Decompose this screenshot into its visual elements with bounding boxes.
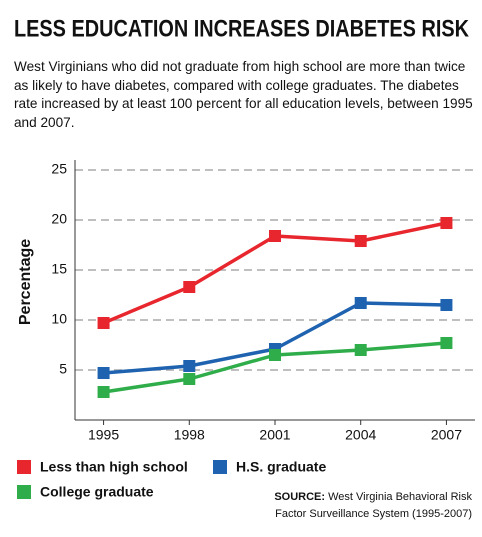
y-tick-label: 25 — [51, 161, 67, 177]
x-tick-label: 1998 — [174, 427, 205, 443]
y-tick-label: 5 — [59, 361, 67, 377]
legend-swatch — [17, 485, 31, 499]
legend-swatch — [213, 460, 227, 474]
data-point — [440, 299, 453, 311]
legend-swatch — [17, 460, 31, 474]
source: SOURCE: West Virginia Behavioral Risk Fa… — [242, 489, 472, 523]
source-text: West Virginia Behavioral Risk Factor Sur… — [275, 491, 472, 520]
y-tick-label: 20 — [51, 211, 67, 227]
legend-label: Less than high school — [40, 459, 188, 475]
legend-label: College graduate — [40, 484, 154, 500]
x-tick-label: 2001 — [259, 427, 290, 443]
x-tick-label: 2007 — [431, 427, 462, 443]
data-point — [354, 235, 367, 247]
data-point — [354, 344, 367, 356]
data-point — [440, 337, 453, 349]
y-axis-label: Percentage — [17, 239, 34, 325]
data-point — [183, 360, 196, 372]
y-tick-label: 15 — [51, 261, 67, 277]
data-point — [97, 317, 110, 329]
chart-title: LESS EDUCATION INCREASES DIABETES RISK — [14, 15, 470, 42]
data-point — [440, 217, 453, 229]
x-tick-label: 2004 — [345, 427, 376, 443]
subtitle: West Virginians who did not graduate fro… — [14, 59, 473, 130]
data-point — [269, 230, 281, 242]
data-point — [354, 297, 367, 309]
source-label: SOURCE: — [274, 491, 326, 503]
data-point — [97, 367, 110, 379]
series-line — [103, 301, 447, 375]
x-tick-label: 1995 — [88, 427, 119, 443]
data-point — [269, 349, 281, 361]
data-point — [183, 373, 196, 385]
data-point — [183, 281, 196, 293]
legend-label: H.S. graduate — [236, 459, 326, 475]
y-tick-label: 10 — [51, 311, 67, 327]
data-point — [97, 386, 110, 398]
